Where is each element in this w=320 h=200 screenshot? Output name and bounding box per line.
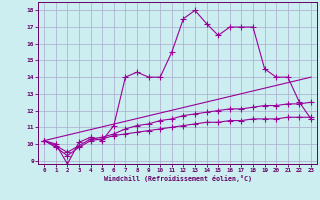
X-axis label: Windchill (Refroidissement éolien,°C): Windchill (Refroidissement éolien,°C) bbox=[104, 175, 252, 182]
